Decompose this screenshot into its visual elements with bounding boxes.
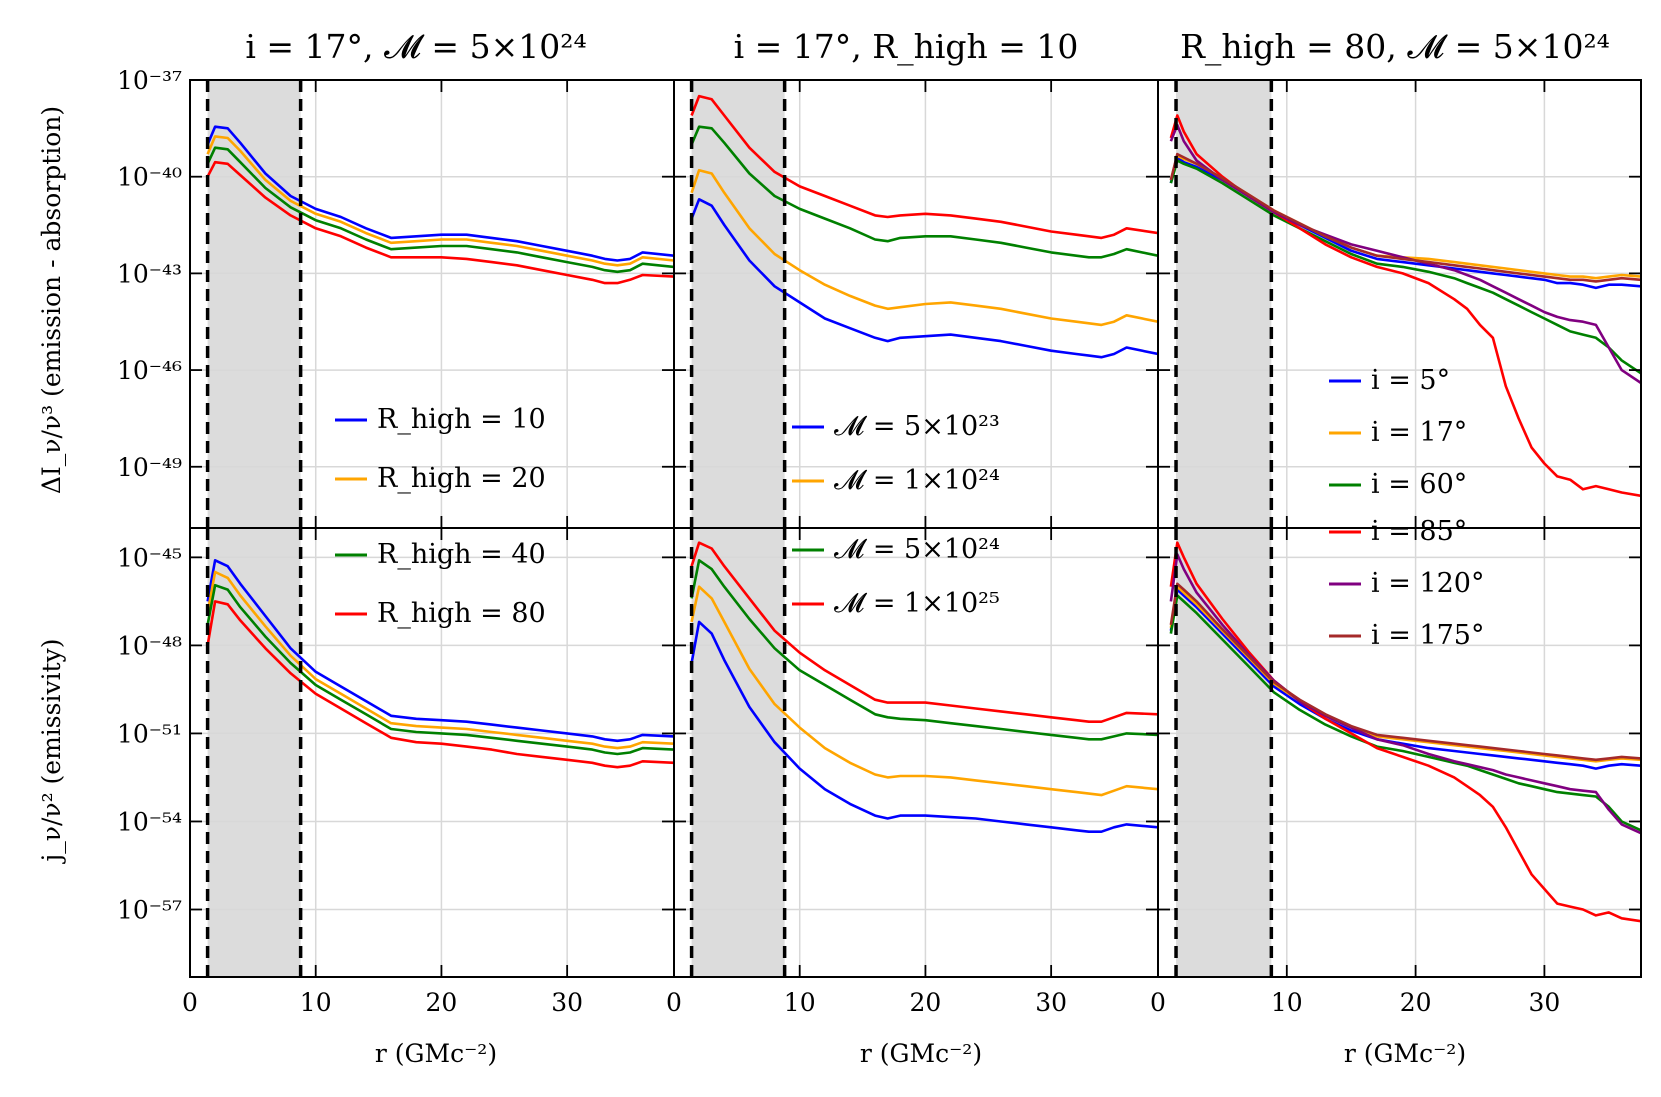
y-tick-label: 10⁻⁴⁸ xyxy=(117,631,182,660)
shaded-region xyxy=(1176,80,1272,528)
series-line-i-85- xyxy=(1169,541,1641,923)
series-line-r-high-80 xyxy=(206,600,674,769)
x-tick-label: 20 xyxy=(1400,988,1432,1017)
legend-entry: 𝓜 = 1×10²⁵ xyxy=(834,588,1000,619)
x-tick-label: 10 xyxy=(1271,988,1303,1017)
y-tick-label: 10⁻³⁷ xyxy=(117,66,182,95)
series-line-i-120- xyxy=(1169,123,1641,385)
shaded-region xyxy=(691,80,785,528)
y-tick-label: 10⁻⁴⁰ xyxy=(117,163,182,192)
y-tick-label: 10⁻⁵⁷ xyxy=(117,896,182,925)
series-line--5-10- xyxy=(690,558,1158,741)
panel-bottom-col1: 10⁻⁴⁵ 10⁻⁴⁸ 10⁻⁵¹ 10⁻⁵⁴ 10⁻⁵⁷ 0 10 20 30 R_high =… xyxy=(117,527,675,1017)
y-tick-label: 10⁻⁵⁴ xyxy=(117,807,182,836)
series-line--5-10- xyxy=(690,198,1158,359)
x-tick-label: 30 xyxy=(551,988,583,1017)
series-line--1-10- xyxy=(690,168,1158,327)
series-line-i-120- xyxy=(1169,553,1641,835)
x-axis-label-col1: r (GMc⁻²) xyxy=(375,1039,497,1068)
x-tick-label: 0 xyxy=(182,988,198,1017)
legend-entry: i = 5° xyxy=(1371,365,1450,396)
series-line-i-5- xyxy=(1169,588,1641,770)
x-tick-label: 10 xyxy=(784,988,816,1017)
series-line--1-10- xyxy=(690,94,1158,240)
x-tick-label: 20 xyxy=(426,988,458,1017)
series-line-i-175- xyxy=(1169,582,1641,762)
x-axis-label-col2: r (GMc⁻²) xyxy=(860,1039,982,1068)
series-line--5-10- xyxy=(690,125,1158,259)
legend-entry: i = 120° xyxy=(1371,568,1484,599)
axes-frame xyxy=(1157,527,1642,978)
series-line-r-high-20 xyxy=(206,135,674,267)
x-tick-label: 0 xyxy=(666,988,682,1017)
series-line-r-high-10 xyxy=(206,125,674,262)
x-tick-label: 0 xyxy=(1150,988,1166,1017)
legend-entry: 𝓜 = 5×10²³ xyxy=(834,411,1000,442)
x-tick-label: 10 xyxy=(300,988,332,1017)
legend-entry: R_high = 80 xyxy=(377,598,546,629)
shaded-region xyxy=(207,80,301,528)
title-col1: i = 17°, 𝓜 = 5×10²⁴ xyxy=(245,27,586,66)
x-axis-label-col3: r (GMc⁻²) xyxy=(1344,1039,1466,1068)
legend-entry: i = 175° xyxy=(1371,620,1484,651)
series-line--5-10- xyxy=(690,620,1158,834)
series-line-r-high-20 xyxy=(206,570,674,750)
y-tick-label: 10⁻⁴⁹ xyxy=(117,453,182,482)
y-axis-label-top: ΔI_ν/ν³ (emission - absorption) xyxy=(37,106,66,494)
series-line-r-high-80 xyxy=(206,160,674,285)
legend-entry: 𝓜 = 1×10²⁴ xyxy=(834,465,1000,496)
legend-entry: i = 85° xyxy=(1371,516,1467,547)
series-line--1-10- xyxy=(690,541,1158,724)
x-tick-label: 30 xyxy=(1035,988,1067,1017)
panel-bottom-col2: 0 10 20 30 𝓜 = 5×10²⁴ 𝓜 = 1×10²⁵ xyxy=(666,527,1159,1017)
legend-entry: i = 60° xyxy=(1371,469,1467,500)
series-line-r-high-10 xyxy=(206,558,674,743)
y-tick-label: 10⁻⁴⁶ xyxy=(117,356,182,385)
panels: 10⁻³⁷ 10⁻⁴⁰ 10⁻⁴³ 10⁻⁴⁶ 10⁻⁴⁹ R_high = 10 R_hi… xyxy=(117,66,1642,1017)
series-line-r-high-40 xyxy=(206,583,674,756)
y-axis-label-bottom: j_ν/ν² (emissivity) xyxy=(37,639,66,865)
title-col3: R_high = 80, 𝓜 = 5×10²⁴ xyxy=(1180,27,1610,67)
panel-top-col3: i = 5° i = 17° i = 60° xyxy=(1157,79,1642,529)
series-line--1-10- xyxy=(690,585,1158,797)
x-tick-label: 20 xyxy=(910,988,942,1017)
title-col2: i = 17°, R_high = 10 xyxy=(734,27,1079,67)
series-line-r-high-40 xyxy=(206,146,674,274)
legend-entry: R_high = 10 xyxy=(377,404,546,435)
series-line-i-60- xyxy=(1169,594,1641,832)
legend-entry: i = 17° xyxy=(1371,417,1467,448)
y-tick-label: 10⁻⁴³ xyxy=(117,259,182,288)
series-line-i-60- xyxy=(1169,159,1641,375)
legend-entry: R_high = 20 xyxy=(377,463,546,494)
panel-top-col2: 𝓜 = 5×10²³ 𝓜 = 1×10²⁴ xyxy=(673,79,1159,529)
panel-bottom-col3: 0 10 20 30 i = 85° i = 120° i = 175° xyxy=(1150,516,1642,1017)
x-tick-label: 30 xyxy=(1528,988,1560,1017)
legend-entry: R_high = 40 xyxy=(377,539,546,570)
series-line-i-175- xyxy=(1169,152,1641,283)
legend-entry: 𝓜 = 5×10²⁴ xyxy=(834,534,1000,565)
y-tick-label: 10⁻⁵¹ xyxy=(117,719,182,748)
y-tick-label: 10⁻⁴⁵ xyxy=(117,543,182,572)
panel-top-col1: 10⁻³⁷ 10⁻⁴⁰ 10⁻⁴³ 10⁻⁴⁶ 10⁻⁴⁹ R_high = 10 R_hi… xyxy=(117,66,675,529)
